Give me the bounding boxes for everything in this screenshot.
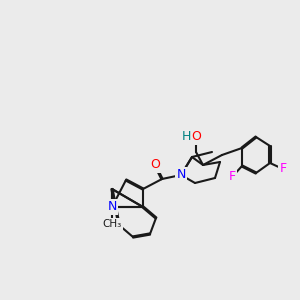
Text: N: N: [107, 200, 117, 214]
Text: F: F: [279, 163, 286, 176]
Text: O: O: [150, 158, 160, 172]
Text: N: N: [176, 169, 186, 182]
Text: O: O: [191, 130, 201, 143]
Text: CH₃: CH₃: [102, 219, 122, 229]
Text: H: H: [181, 130, 191, 142]
Text: F: F: [228, 170, 236, 184]
